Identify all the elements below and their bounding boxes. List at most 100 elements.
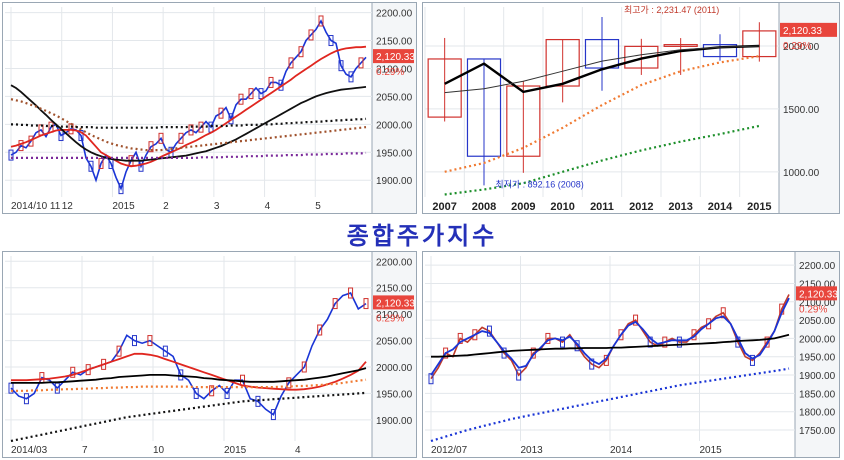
y-tick-label: 2200.00 [376, 9, 413, 20]
candle-point [298, 46, 304, 58]
candle-point [8, 149, 14, 161]
candle-point [193, 387, 199, 399]
candle-point [78, 130, 84, 142]
candle-body [742, 30, 777, 58]
candle-point [178, 132, 184, 144]
candle-point [131, 335, 137, 347]
y-tick-label: 1850.00 [799, 389, 836, 400]
candle-point [255, 395, 261, 407]
series-line [444, 124, 760, 196]
x-tick-label: 12 [62, 201, 74, 212]
candle-point [116, 345, 122, 357]
chart-panel-top-left: 1900.00 1950.00 2000.00 2050.00 2100.00 2150.… [2, 2, 417, 214]
y-tick-label: 2200.00 [799, 261, 836, 272]
x-tick-label: 2014 [610, 445, 633, 456]
candle-point [288, 57, 294, 69]
y-tick-label: 1500.00 [783, 105, 820, 116]
series-line [10, 19, 367, 191]
x-tick-label: 3 [214, 201, 220, 212]
candle-body [545, 38, 580, 87]
y-tick-label: 1900.00 [376, 416, 413, 427]
candle-point [318, 15, 324, 27]
candle-body [663, 44, 698, 47]
change-label: 0.29% [799, 304, 827, 315]
series-line [444, 55, 760, 173]
y-tick-label: 2100.00 [799, 298, 836, 309]
candle-point [706, 318, 712, 330]
candle-point [88, 160, 94, 172]
candle-point [23, 393, 29, 405]
chart-top-right-svg: 1000.00 1500.00 2000.00 2007 2008 2009 2010 201… [424, 3, 839, 213]
x-tick-label: 10 [153, 445, 165, 456]
candle-point [268, 76, 274, 88]
series-line [11, 352, 367, 391]
y-tick-label: 1950.00 [376, 148, 413, 159]
x-tick-label: 7 [82, 445, 88, 456]
x-tick-label: 2014/03 [11, 445, 48, 456]
y-axis-area [372, 3, 416, 213]
candle-body [427, 58, 462, 118]
y-axis-area [779, 3, 839, 213]
candle-point [147, 335, 153, 347]
y-tick-label: 1800.00 [799, 408, 836, 419]
chart-top-left-svg: 1900.00 1950.00 2000.00 2050.00 2100.00 2150.… [5, 3, 416, 213]
series-line [431, 333, 790, 358]
x-tick-label: 2015 [747, 201, 771, 213]
y-tick-label: 2000.00 [376, 120, 413, 131]
series-line [11, 378, 367, 392]
y-tick-label: 2050.00 [799, 316, 836, 327]
x-tick-label: 2008 [472, 201, 496, 213]
candle-point [363, 298, 369, 310]
candle-point [545, 332, 551, 344]
candle-point [18, 140, 24, 152]
x-tick-label: 2013 [521, 445, 544, 456]
candle-point [348, 287, 354, 299]
x-tick-label: 2015 [700, 445, 723, 456]
candle-body [506, 85, 541, 157]
y-tick-label: 2000.00 [799, 334, 836, 345]
x-tick-label: 2014/10 11 [11, 201, 61, 212]
x-tick-label: 2013 [668, 201, 692, 213]
candle-point [560, 336, 566, 348]
candle-point [270, 409, 276, 421]
y-tick-label: 1900.00 [799, 371, 836, 382]
candle-body [584, 38, 620, 69]
x-tick-label: 2012/07 [431, 445, 468, 456]
y-tick-label: 1900.00 [376, 176, 413, 187]
series-line [430, 367, 790, 443]
candle-point [198, 121, 204, 133]
candle-point [148, 141, 154, 153]
candle-point [118, 183, 124, 195]
candle-point [286, 377, 292, 389]
y-tick-label: 2200.00 [376, 257, 413, 268]
candle-point [486, 325, 492, 337]
x-tick-label: 2011 [590, 201, 614, 213]
candle-point [188, 124, 194, 136]
candle-point [676, 336, 682, 348]
y-tick-label: 1000.00 [783, 168, 820, 179]
series-line [11, 151, 367, 159]
chart-panel-top-right: 1000.00 1500.00 2000.00 2007 2008 2009 2010 201… [422, 2, 840, 214]
last-price-label: 2,120.33 [376, 298, 415, 309]
last-price-label: 2,120.33 [376, 52, 415, 63]
candle-point [338, 60, 344, 72]
y-tick-label: 1950.00 [799, 353, 836, 364]
y-tick-label: 2150.00 [799, 279, 836, 290]
x-tick-label: 2 [163, 201, 169, 212]
y-tick-label: 2050.00 [376, 92, 413, 103]
x-tick-label: 2007 [432, 201, 456, 213]
series-line [444, 45, 760, 94]
page-title: 종합주가지수 [346, 221, 498, 250]
candle-point [633, 314, 639, 326]
y-axis-area [795, 252, 839, 457]
series-line [10, 84, 367, 162]
series-line [10, 391, 367, 443]
candle-point [218, 107, 224, 119]
candle-point [209, 385, 215, 397]
x-tick-label: 4 [265, 201, 271, 212]
candle-point [589, 358, 595, 370]
candle-point [749, 354, 755, 366]
y-tick-label: 2150.00 [376, 284, 413, 295]
candle-point [516, 369, 522, 381]
chart-panel-bottom-left: 1900.00 1950.00 2000.00 2050.00 2100.00 2150.… [2, 251, 417, 458]
